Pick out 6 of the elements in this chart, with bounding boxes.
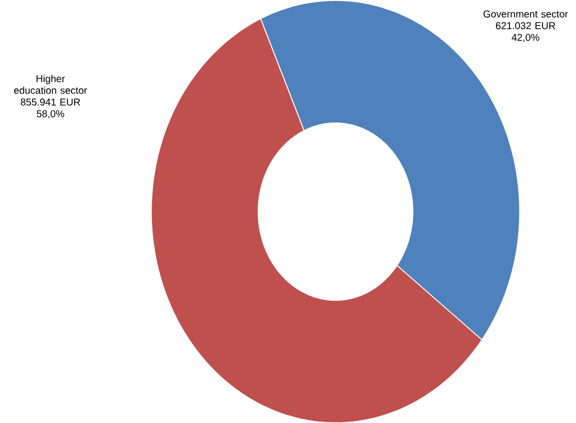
data-label: 855.941 EUR <box>20 98 80 106</box>
text: 42,0% <box>512 34 540 42</box>
data-label: 621.032 EUR <box>496 22 556 30</box>
text: 58,0% <box>36 110 64 118</box>
slice-label: Higher education sector <box>14 74 87 94</box>
slice-label: Government sector <box>484 10 568 18</box>
